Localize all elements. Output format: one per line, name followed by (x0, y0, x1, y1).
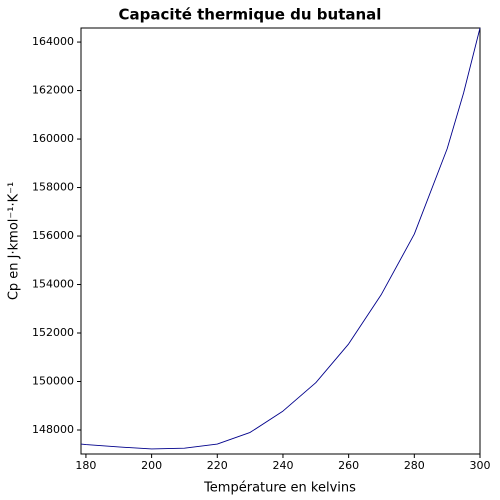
x-tick-label: 240 (272, 459, 293, 472)
data-line (80, 27, 481, 450)
x-tick-label: 180 (75, 459, 96, 472)
y-tick-label: 162000 (32, 84, 74, 97)
x-tick-label: 220 (207, 459, 228, 472)
y-tick-label: 148000 (32, 423, 74, 436)
y-tick-label: 152000 (32, 326, 74, 339)
y-axis-label: Cp en J·kmol⁻¹·K⁻¹ (7, 182, 22, 300)
y-tick-label: 160000 (32, 132, 74, 145)
chart-title: Capacité thermique du butanal (119, 6, 382, 24)
y-tick-label: 158000 (32, 181, 74, 194)
y-tick-label: 150000 (32, 375, 74, 388)
x-tick-label: 260 (338, 459, 359, 472)
x-tick-label: 200 (141, 459, 162, 472)
y-tick-label: 154000 (32, 278, 74, 291)
x-axis-label: Température en kelvins (203, 481, 356, 496)
plot-frame (80, 27, 481, 455)
y-tick-label: 156000 (32, 229, 74, 242)
x-tick-label: 280 (404, 459, 425, 472)
x-tick-label: 300 (470, 459, 491, 472)
y-tick-label: 164000 (32, 35, 74, 48)
